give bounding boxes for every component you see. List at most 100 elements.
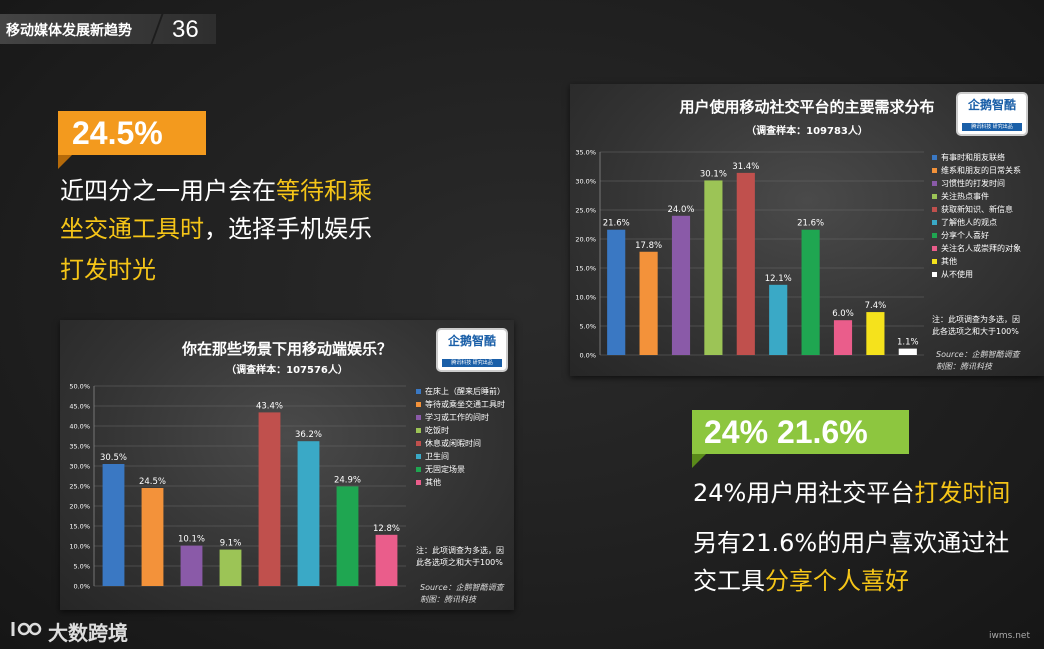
chart1-note-line2: 此各选项之和大于100% bbox=[416, 558, 503, 567]
legend-swatch bbox=[416, 415, 421, 420]
legend-item: 学习或工作的间时 bbox=[416, 411, 505, 424]
legend-item: 习惯性的打发时间 bbox=[932, 177, 1021, 190]
bar-value-label: 30.1% bbox=[700, 169, 727, 179]
chart2-note-line1: 注：此项调查为多选，因 bbox=[932, 315, 1020, 324]
header-divider bbox=[150, 14, 164, 44]
legend-swatch bbox=[416, 428, 421, 433]
legend-label: 获取新知识、新信息 bbox=[941, 205, 1013, 214]
bar-value-label: 17.8% bbox=[635, 241, 662, 251]
bar-2 bbox=[639, 251, 658, 355]
bar-value-label: 1.1% bbox=[897, 338, 919, 348]
chart1-plot: 0.0% 5.0% 10.0% 15.0% 20.0% 25.0% 30.0% 35.0% 40… bbox=[69, 383, 406, 591]
bar-7 bbox=[801, 229, 820, 355]
legend-swatch bbox=[932, 181, 937, 186]
y-tick-label: 20.0% bbox=[69, 503, 90, 511]
legend-swatch bbox=[932, 194, 937, 199]
bar-value-label: 6.0% bbox=[832, 309, 854, 319]
y-tick-label: 15.0% bbox=[69, 523, 90, 531]
legend-item: 无固定场景 bbox=[416, 463, 505, 476]
y-tick-label: 0.0% bbox=[579, 352, 596, 360]
chart1-legend: 在床上（醒来后睡前） 等待或乘坐交通工具时学习或工作的间时吃饭时休息或闲暇时间卫生… bbox=[416, 385, 505, 489]
right-text-1b: 打发时间 bbox=[914, 479, 1011, 507]
legend-label: 习惯性的打发时间 bbox=[941, 179, 1005, 188]
legend-swatch bbox=[932, 155, 937, 160]
left-text-line2: 坐交通工具时，选择手机娱乐 bbox=[60, 210, 372, 248]
bar-2 bbox=[141, 488, 164, 586]
chart-panel-scenes: 你在那些场景下用移动端娱乐？ （调查样本：107576人） 企鹅智酷 腾讯科技 … bbox=[60, 320, 514, 610]
left-text-line1: 近四分之一用户会在等待和乘 bbox=[60, 172, 372, 210]
legend-label: 分享个人喜好 bbox=[941, 231, 989, 240]
legend-swatch bbox=[932, 246, 937, 251]
bar-value-label: 7.4% bbox=[865, 301, 887, 311]
bar-value-label: 30.5% bbox=[100, 453, 127, 463]
legend-label: 休息或闲暇时间 bbox=[425, 439, 481, 448]
bar-6 bbox=[297, 441, 320, 586]
y-tick-label: 10.0% bbox=[69, 543, 90, 551]
y-tick-label: 30.0% bbox=[69, 463, 90, 471]
y-tick-label: 30.0% bbox=[575, 178, 596, 186]
legend-label: 了解他人的观点 bbox=[941, 218, 997, 227]
logo-text-2: 企鹅智酷 bbox=[967, 98, 1016, 112]
bar-value-label: 36.2% bbox=[295, 430, 322, 440]
legend-label: 无固定场景 bbox=[425, 465, 465, 474]
bar-3 bbox=[671, 215, 691, 355]
bar-5 bbox=[736, 172, 755, 355]
watermark: iwms.net bbox=[989, 631, 1030, 641]
legend-item: 其他 bbox=[416, 476, 505, 489]
y-tick-label: 35.0% bbox=[69, 443, 90, 451]
bar-4 bbox=[219, 549, 242, 586]
y-tick-label: 0.0% bbox=[73, 583, 90, 591]
right-text-line2: 另有21.6%的用户喜欢通过社 bbox=[693, 529, 1010, 557]
chart2-note-line2: 此各选项之和大于100% bbox=[932, 327, 1019, 336]
legend-item: 有事时和朋友联络 bbox=[932, 151, 1021, 164]
bar-7 bbox=[336, 486, 359, 586]
legend-item: 在床上（醒来后睡前） bbox=[416, 385, 505, 398]
logo-text-1: 企鹅智酷 bbox=[447, 334, 496, 348]
y-tick-label: 25.0% bbox=[69, 483, 90, 491]
logo-sub-1: 腾讯科技 研究出品 bbox=[442, 359, 502, 367]
bar-value-label: 21.6% bbox=[797, 219, 824, 229]
legend-item: 关注名人或崇拜的对象 bbox=[932, 242, 1021, 255]
legend-swatch bbox=[932, 272, 937, 277]
legend-swatch bbox=[416, 389, 421, 394]
bar-value-label: 10.1% bbox=[178, 535, 205, 545]
y-tick-label: 5.0% bbox=[73, 563, 90, 571]
legend-swatch bbox=[932, 259, 937, 264]
y-tick-label: 25.0% bbox=[575, 207, 596, 215]
chart1-note: 注：此项调查为多选，因 此各选项之和大于100% bbox=[416, 545, 504, 569]
legend-swatch bbox=[416, 441, 421, 446]
left-text-2b: ，选择手机娱乐 bbox=[204, 215, 372, 243]
chart2-title: 用户使用移动社交平台的主要需求分布 bbox=[679, 98, 935, 116]
right-text-line3: 交工具分享个人喜好 bbox=[693, 562, 909, 600]
stat-badge-left: 24.5% bbox=[58, 111, 206, 169]
chart1-source-line1: Source：企鹅智酷调查 bbox=[420, 583, 504, 592]
chart2-note: 注：此项调查为多选，因 此各选项之和大于100% bbox=[932, 314, 1020, 338]
legend-swatch bbox=[416, 402, 421, 407]
chart1-note-line1: 注：此项调查为多选，因 bbox=[416, 546, 504, 555]
chart1-title: 你在那些场景下用移动端娱乐？ bbox=[181, 340, 392, 358]
right-text-3b: 分享个人喜好 bbox=[765, 567, 909, 595]
bar-4 bbox=[704, 180, 723, 355]
legend-label: 有事时和朋友联络 bbox=[941, 153, 1005, 162]
bar-3 bbox=[180, 545, 203, 586]
y-tick-label: 10.0% bbox=[575, 294, 596, 302]
legend-label: 吃饭时 bbox=[425, 426, 449, 435]
legend-label: 等待或乘坐交通工具时 bbox=[425, 400, 505, 409]
bar-value-label: 43.4% bbox=[256, 401, 283, 411]
bar-value-label: 24.0% bbox=[667, 205, 694, 215]
legend-item: 其他 bbox=[932, 255, 1021, 268]
legend-item: 卫生间 bbox=[416, 450, 505, 463]
chart2-source: Source：企鹅智酷调查 制图：腾讯科技 bbox=[936, 349, 1020, 373]
logo-sub-2: 腾讯科技 研究出品 bbox=[962, 123, 1022, 131]
left-text-1a: 近四分之一用户会在 bbox=[60, 177, 276, 205]
legend-item: 分享个人喜好 bbox=[932, 229, 1021, 242]
legend-swatch bbox=[932, 207, 937, 212]
right-text-line1: 24%用户用社交平台打发时间 bbox=[693, 474, 1010, 512]
brand-logo-icon bbox=[11, 622, 42, 636]
logo-badge-2: 企鹅智酷 腾讯科技 研究出品 bbox=[956, 92, 1028, 136]
footer-brand: 大数跨境 bbox=[48, 621, 128, 645]
y-tick-label: 45.0% bbox=[69, 403, 90, 411]
legend-item: 维系和朋友的日常关系 bbox=[932, 164, 1021, 177]
bar-value-label: 24.9% bbox=[334, 475, 361, 485]
